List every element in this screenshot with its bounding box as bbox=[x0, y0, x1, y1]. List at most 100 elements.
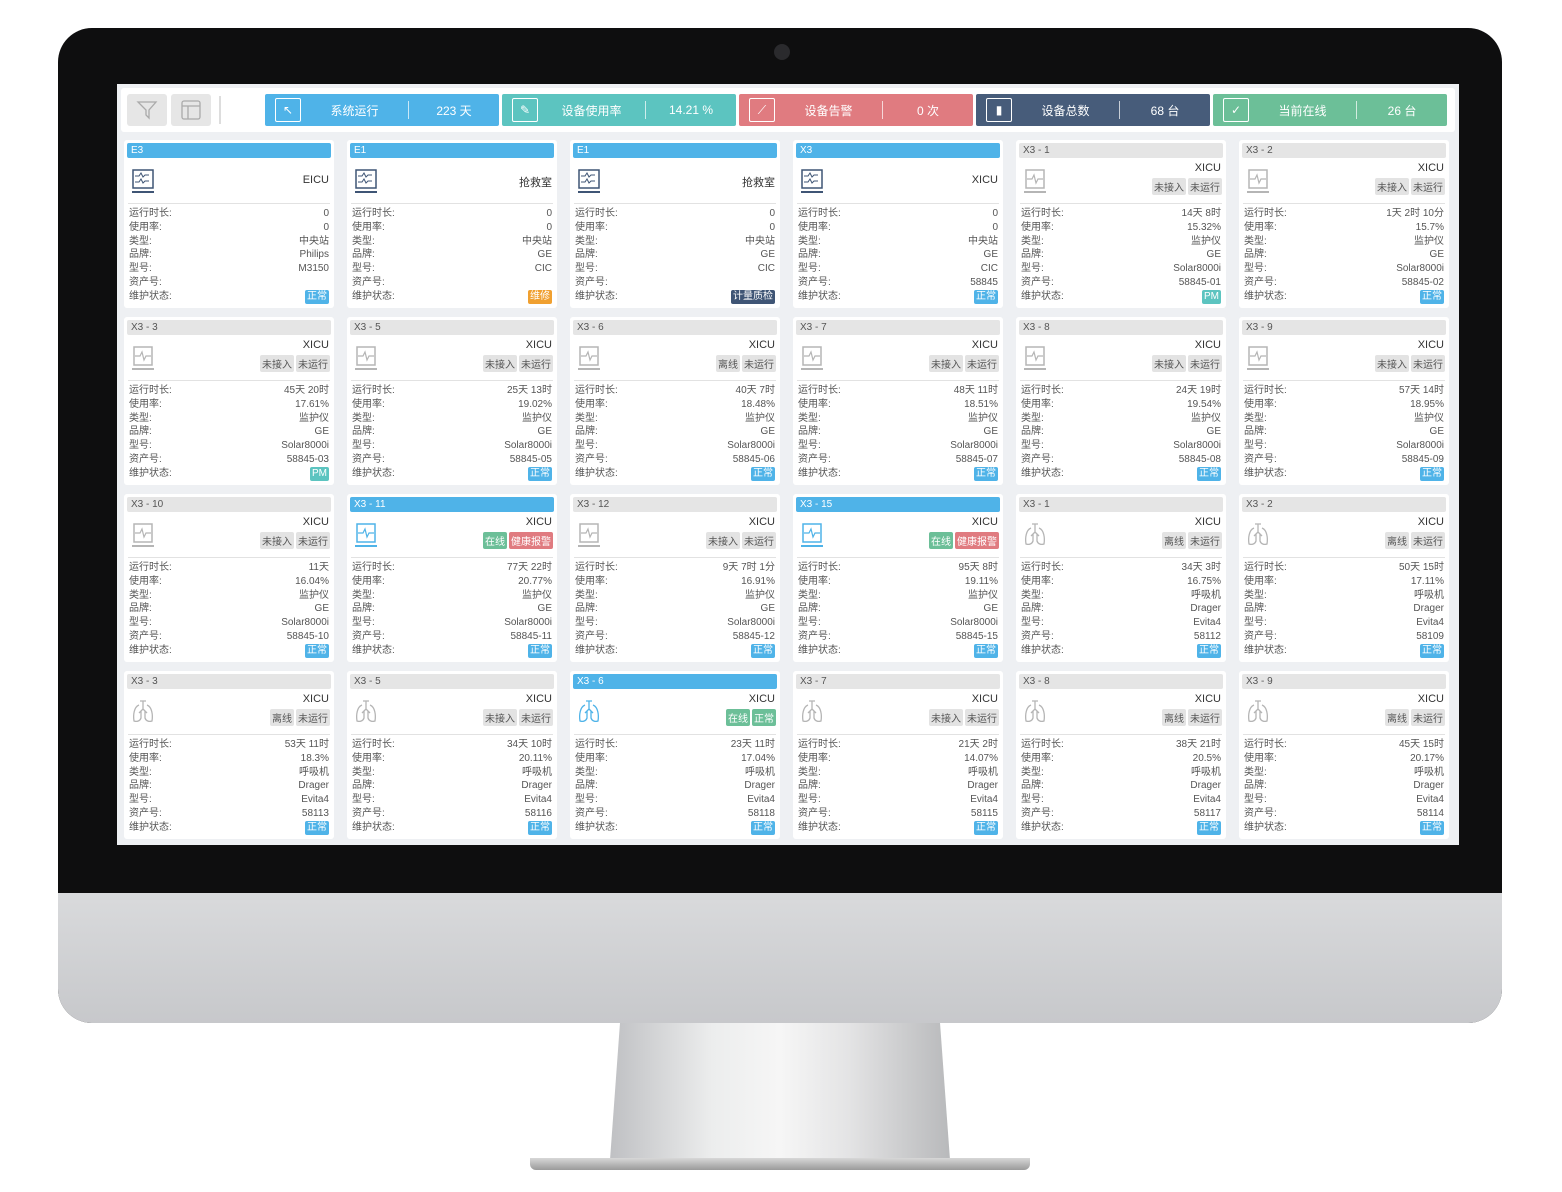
field-row: 资产号: 58845 bbox=[798, 276, 998, 290]
device-card[interactable]: X3 - 7 XICU 未接入 未运行 运行时长: 48天 11时 使用率: 18.51% 类型… bbox=[793, 317, 1003, 485]
field-row: 型号: Solar8000i bbox=[1021, 439, 1221, 453]
device-card[interactable]: X3 - 15 XICU 在线 健康报警 运行时长: 95天 8时 使用率: 19.11% 类型… bbox=[793, 494, 1003, 662]
status-tags: 在线 健康报警 bbox=[483, 532, 553, 549]
card-title: X3 - 1 bbox=[1019, 143, 1223, 158]
device-card[interactable]: X3 XICU 运行时长: 0 使用率: 0 类型: 中央站 品牌: GE 型号: CIC 资产号: 58… bbox=[793, 140, 1003, 308]
field-label: 资产号: bbox=[798, 807, 831, 819]
patient-monitor-icon bbox=[577, 345, 601, 371]
field-row: 类型: 中央站 bbox=[575, 235, 775, 249]
ventilator-lungs-icon bbox=[354, 699, 378, 725]
field-row: 维护状态: PM bbox=[129, 466, 329, 481]
field-label: 类型: bbox=[798, 589, 821, 601]
field-row: 运行时长: 48天 11时 bbox=[798, 384, 998, 398]
device-card[interactable]: X3 - 12 XICU 未接入 未运行 运行时长: 9天 7时 1分 使用率: 16.91%… bbox=[570, 494, 780, 662]
status-tags: 在线 正常 bbox=[726, 709, 776, 726]
device-card[interactable]: X3 - 5 XICU 未接入 未运行 运行时长: 25天 13时 使用率: 19.02% 类型… bbox=[347, 317, 557, 485]
device-card[interactable]: X3 - 1 XICU 离线 未运行 运行时长: 34天 3时 使用率: 16.75% 类型: 呼… bbox=[1016, 494, 1226, 662]
device-card[interactable]: X3 - 10 XICU 未接入 未运行 运行时长: 11天 使用率: 16.04% 类型: 监护… bbox=[124, 494, 334, 662]
stat-divider bbox=[645, 101, 646, 119]
field-label: 使用率: bbox=[798, 575, 831, 587]
field-value: 24天 19时 bbox=[1175, 385, 1221, 396]
device-card[interactable]: X3 - 8 XICU 未接入 未运行 运行时长: 24天 19时 使用率: 19.54% 类型… bbox=[1016, 317, 1226, 485]
field-row: 运行时长: 57天 14时 bbox=[1244, 384, 1444, 398]
field-label: 使用率: bbox=[575, 752, 608, 764]
status-tags: 未接入 未运行 bbox=[1375, 178, 1445, 195]
field-label: 资产号: bbox=[1021, 453, 1054, 465]
divider bbox=[574, 734, 776, 735]
field-row: 型号: Evita4 bbox=[352, 793, 552, 807]
field-value: 呼吸机 bbox=[968, 766, 998, 778]
maintenance-badge: 正常 bbox=[528, 466, 552, 481]
stat-value: 68 台 bbox=[1150, 103, 1180, 118]
field-value: 58115 bbox=[970, 807, 998, 819]
field-row: 型号: Evita4 bbox=[129, 793, 329, 807]
device-card[interactable]: E1 抢救室 运行时长: 0 使用率: 0 类型: 中央站 品牌: GE 型号: CIC 资产号: 维护状… bbox=[570, 140, 780, 308]
field-row: 型号: Evita4 bbox=[1021, 616, 1221, 630]
device-card[interactable]: X3 - 6 XICU 在线 正常 运行时长: 23天 11时 使用率: 17.04% 类型: 呼… bbox=[570, 671, 780, 839]
status-tags: 未接入 未运行 bbox=[706, 532, 776, 549]
status-tag: 未接入 bbox=[1375, 178, 1409, 195]
device-card[interactable]: X3 - 2 XICU 离线 未运行 运行时长: 50天 15时 使用率: 17.11% 类型:… bbox=[1239, 494, 1449, 662]
device-card[interactable]: E1 抢救室 运行时长: 0 使用率: 0 类型: 中央站 品牌: GE 型号: CIC 资产号: 维护状… bbox=[347, 140, 557, 308]
field-row: 类型: 监护仪 bbox=[129, 412, 329, 426]
device-card[interactable]: X3 - 7 XICU 未接入 未运行 运行时长: 21天 2时 使用率: 14.07% 类型:… bbox=[793, 671, 1003, 839]
device-card[interactable]: X3 - 1 XICU 未接入 未运行 运行时长: 14天 8时 使用率: 15.32% 类型:… bbox=[1016, 140, 1226, 308]
field-label: 品牌: bbox=[1021, 603, 1044, 615]
device-card[interactable]: X3 - 11 XICU 在线 健康报警 运行时长: 77天 22时 使用率: 20.77% 类… bbox=[347, 494, 557, 662]
maintenance-badge: 正常 bbox=[974, 466, 998, 481]
card-location: XICU bbox=[302, 693, 329, 705]
field-value: 18.51% bbox=[964, 398, 998, 410]
field-row: 类型: 中央站 bbox=[352, 235, 552, 249]
field-value: 15.32% bbox=[1187, 221, 1221, 233]
divider bbox=[797, 203, 999, 204]
card-fields: 运行时长: 50天 15时 使用率: 17.11% 类型: 呼吸机 品牌: Drager 型号:… bbox=[1244, 561, 1444, 658]
field-row: 使用率: 14.07% bbox=[798, 752, 998, 766]
field-row: 运行时长: 77天 22时 bbox=[352, 561, 552, 575]
stat-5[interactable]: ✓ 当前在线 26 台 bbox=[1213, 94, 1447, 126]
stat-1[interactable]: ↖ 系统运行 223 天 bbox=[265, 94, 499, 126]
field-value: 监护仪 bbox=[299, 589, 329, 601]
field-label: 类型: bbox=[1021, 589, 1044, 601]
field-value: 中央站 bbox=[968, 235, 998, 247]
field-row: 类型: 中央站 bbox=[798, 235, 998, 249]
device-card[interactable]: X3 - 3 XICU 未接入 未运行 运行时长: 45天 20时 使用率: 17.61% 类型… bbox=[124, 317, 334, 485]
card-fields: 运行时长: 45天 15时 使用率: 20.17% 类型: 呼吸机 品牌: Drager 型号:… bbox=[1244, 738, 1444, 835]
field-value: 14.07% bbox=[964, 752, 998, 764]
card-location: XICU bbox=[1194, 516, 1221, 528]
status-tag: 未运行 bbox=[296, 709, 330, 726]
device-card[interactable]: X3 - 9 XICU 离线 未运行 运行时长: 45天 15时 使用率: 20.17% 类型:… bbox=[1239, 671, 1449, 839]
stat-value: 0 次 bbox=[916, 103, 939, 118]
device-card[interactable]: X3 - 6 XICU 离线 未运行 运行时长: 40天 7时 使用率: 18.48% 类型: 监… bbox=[570, 317, 780, 485]
field-value: GE bbox=[1206, 249, 1221, 261]
field-row: 维护状态: 正常 bbox=[798, 643, 998, 658]
stat-4[interactable]: ▮ 设备总数 68 台 bbox=[976, 94, 1210, 126]
card-location: XICU bbox=[525, 693, 552, 705]
stat-3[interactable]: ⟋ 设备告警 0 次 bbox=[739, 94, 973, 126]
patient-monitor-icon bbox=[1246, 345, 1270, 371]
field-row: 类型: 呼吸机 bbox=[575, 766, 775, 780]
status-tag: 未运行 bbox=[1188, 355, 1222, 372]
maintenance-badge: 正常 bbox=[1420, 820, 1444, 835]
field-value: GE bbox=[537, 426, 552, 438]
field-value: Evita4 bbox=[1416, 794, 1444, 806]
device-card[interactable]: X3 - 8 XICU 离线 未运行 运行时长: 38天 21时 使用率: 20.5% 类型: 呼… bbox=[1016, 671, 1226, 839]
field-label: 类型: bbox=[798, 235, 821, 247]
device-card[interactable]: X3 - 3 XICU 离线 未运行 运行时长: 53天 11时 使用率: 18.3% 类型: 呼… bbox=[124, 671, 334, 839]
field-label: 使用率: bbox=[129, 752, 162, 764]
stat-2[interactable]: ✎ 设备使用率 14.21 % bbox=[502, 94, 736, 126]
device-card[interactable]: X3 - 9 XICU 未接入 未运行 运行时长: 57天 14时 使用率: 18.95% 类型… bbox=[1239, 317, 1449, 485]
status-tag: 未运行 bbox=[1411, 709, 1445, 726]
device-card[interactable]: X3 - 5 XICU 未接入 未运行 运行时长: 34天 10时 使用率: 20.11% 类型… bbox=[347, 671, 557, 839]
field-row: 型号: Evita4 bbox=[1244, 793, 1444, 807]
field-value: 0 bbox=[769, 221, 775, 233]
stat-label: 设备总数 bbox=[1041, 103, 1090, 118]
device-card[interactable]: E3 EICU 运行时长: 0 使用率: 0 类型: 中央站 品牌: Philips 型号: M315… bbox=[124, 140, 334, 308]
field-label: 资产号: bbox=[575, 630, 608, 642]
filter-button[interactable] bbox=[127, 94, 167, 126]
card-location: XICU bbox=[525, 339, 552, 351]
layout-button[interactable] bbox=[171, 94, 211, 126]
field-label: 维护状态: bbox=[1244, 467, 1287, 479]
device-card[interactable]: X3 - 2 XICU 未接入 未运行 运行时长: 1天 2时 10分 使用率: 15.7% 类… bbox=[1239, 140, 1449, 308]
ventilator-lungs-icon bbox=[1023, 522, 1047, 548]
field-row: 资产号: bbox=[129, 276, 329, 290]
